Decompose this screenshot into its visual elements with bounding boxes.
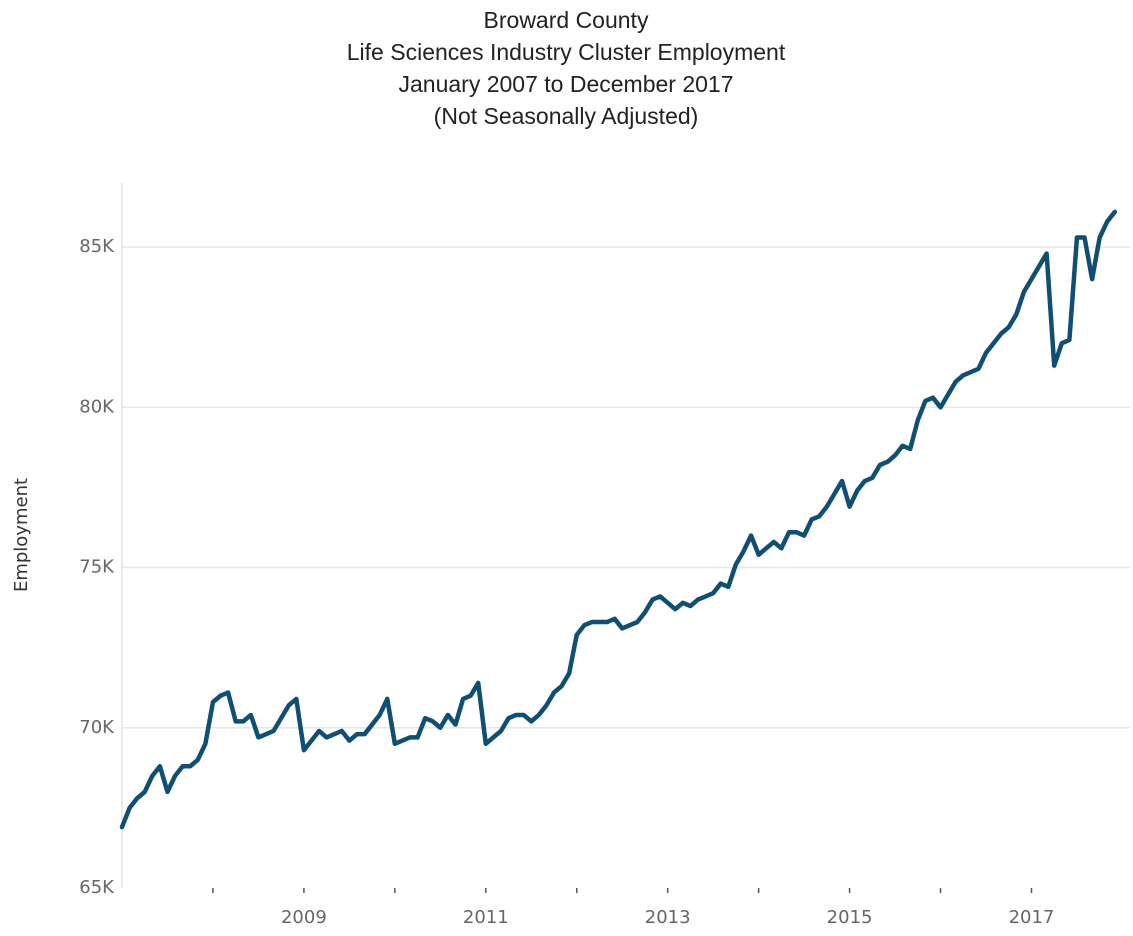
- chart-title: Life Sciences Industry Cluster Employmen…: [347, 39, 786, 65]
- chart-title: January 2007 to December 2017: [399, 71, 734, 97]
- x-tick-label: 2015: [827, 907, 873, 928]
- y-axis-label: Employment: [11, 478, 32, 592]
- chart-title: (Not Seasonally Adjusted): [434, 103, 699, 129]
- y-tick-label: 70K: [79, 717, 115, 738]
- chart-title: Broward County: [484, 7, 649, 33]
- x-tick-label: 2017: [1009, 907, 1055, 928]
- y-tick-label: 75K: [79, 557, 115, 578]
- series-line: [119, 209, 1118, 830]
- x-tick-label: 2011: [463, 907, 509, 928]
- y-tick-label: 80K: [79, 396, 115, 417]
- y-tick-label: 85K: [79, 236, 115, 257]
- x-tick-label: 2009: [281, 907, 327, 928]
- x-tick-label: 2013: [645, 907, 691, 928]
- y-tick-label: 65K: [79, 877, 115, 898]
